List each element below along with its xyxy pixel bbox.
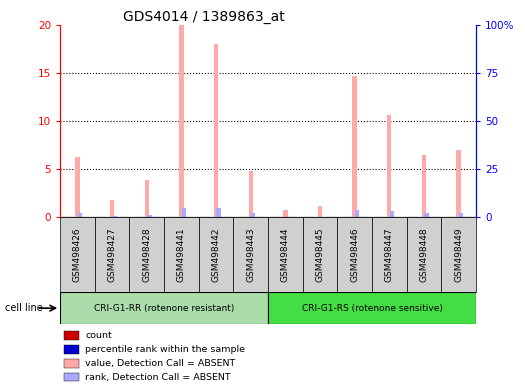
FancyBboxPatch shape bbox=[441, 217, 476, 292]
Bar bbox=[457, 150, 461, 217]
Text: CRI-G1-RS (rotenone sensitive): CRI-G1-RS (rotenone sensitive) bbox=[302, 304, 442, 313]
Text: percentile rank within the sample: percentile rank within the sample bbox=[85, 345, 245, 354]
Bar bbox=[355, 210, 359, 217]
Text: GSM498441: GSM498441 bbox=[177, 227, 186, 282]
FancyBboxPatch shape bbox=[268, 217, 303, 292]
Text: value, Detection Call = ABSENT: value, Detection Call = ABSENT bbox=[85, 359, 235, 367]
FancyBboxPatch shape bbox=[164, 217, 199, 292]
Bar bbox=[75, 157, 79, 217]
Text: rank, Detection Call = ABSENT: rank, Detection Call = ABSENT bbox=[85, 372, 231, 382]
FancyBboxPatch shape bbox=[268, 292, 476, 324]
Text: GSM498448: GSM498448 bbox=[419, 227, 428, 282]
Text: count: count bbox=[85, 331, 112, 340]
Bar bbox=[112, 216, 117, 217]
FancyBboxPatch shape bbox=[233, 217, 268, 292]
Bar bbox=[283, 210, 288, 217]
Bar bbox=[318, 207, 322, 217]
FancyBboxPatch shape bbox=[372, 217, 407, 292]
Bar bbox=[353, 76, 357, 217]
FancyBboxPatch shape bbox=[199, 217, 233, 292]
Bar bbox=[422, 155, 426, 217]
Text: GSM498442: GSM498442 bbox=[212, 227, 221, 281]
FancyBboxPatch shape bbox=[407, 217, 441, 292]
Text: CRI-G1-RR (rotenone resistant): CRI-G1-RR (rotenone resistant) bbox=[94, 304, 234, 313]
Text: GSM498449: GSM498449 bbox=[454, 227, 463, 282]
Text: GSM498427: GSM498427 bbox=[108, 227, 117, 282]
FancyBboxPatch shape bbox=[303, 217, 337, 292]
Bar bbox=[217, 209, 221, 217]
Bar bbox=[64, 345, 79, 354]
Bar bbox=[179, 25, 184, 217]
Bar bbox=[182, 208, 186, 217]
Text: GSM498443: GSM498443 bbox=[246, 227, 255, 282]
Text: GDS4014 / 1389863_at: GDS4014 / 1389863_at bbox=[122, 10, 285, 24]
Text: GSM498446: GSM498446 bbox=[350, 227, 359, 282]
Bar bbox=[424, 214, 429, 217]
Text: cell line: cell line bbox=[5, 303, 43, 313]
FancyBboxPatch shape bbox=[129, 217, 164, 292]
FancyBboxPatch shape bbox=[337, 217, 372, 292]
Bar bbox=[387, 115, 392, 217]
Bar bbox=[147, 215, 152, 217]
FancyBboxPatch shape bbox=[95, 217, 129, 292]
Bar bbox=[251, 213, 255, 217]
Text: GSM498426: GSM498426 bbox=[73, 227, 82, 282]
Bar bbox=[64, 331, 79, 340]
Bar bbox=[64, 359, 79, 367]
Bar bbox=[144, 180, 149, 217]
Bar bbox=[78, 213, 82, 217]
Text: GSM498444: GSM498444 bbox=[281, 227, 290, 281]
Text: GSM498428: GSM498428 bbox=[142, 227, 151, 282]
Bar bbox=[214, 44, 218, 217]
Bar bbox=[459, 213, 463, 217]
Text: GSM498445: GSM498445 bbox=[315, 227, 324, 282]
FancyBboxPatch shape bbox=[60, 217, 95, 292]
FancyBboxPatch shape bbox=[60, 292, 268, 324]
Bar bbox=[64, 372, 79, 381]
Bar bbox=[248, 171, 253, 217]
Bar bbox=[390, 211, 394, 217]
Text: GSM498447: GSM498447 bbox=[385, 227, 394, 282]
Bar bbox=[110, 200, 115, 217]
